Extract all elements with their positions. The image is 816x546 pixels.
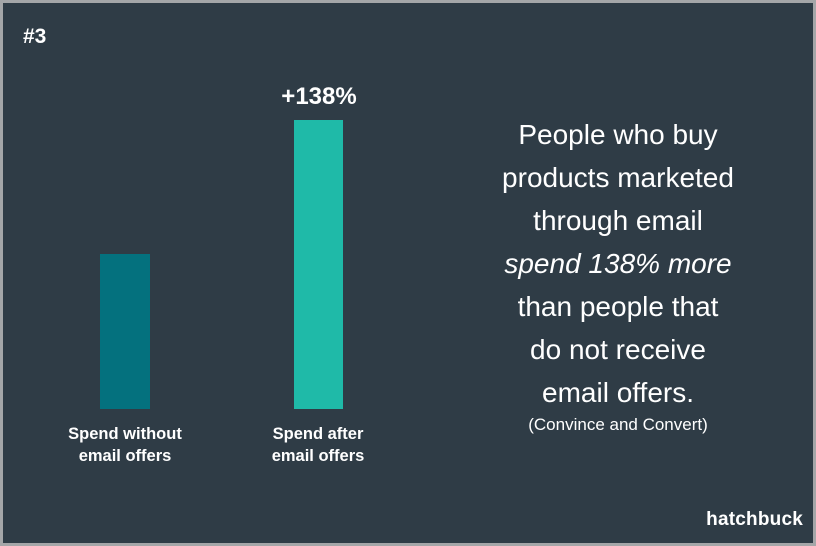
bar-label-spend-without: Spend without email offers	[25, 423, 225, 467]
bar-label-line: email offers	[78, 447, 172, 465]
slide-number-badge: #3	[23, 25, 47, 48]
bar-label-line: Spend after	[272, 425, 364, 443]
bar-label-line: email offers	[271, 447, 365, 465]
infographic-card: #3 +138% Spend without email offers Spen…	[3, 3, 813, 543]
bar-spend-without	[100, 254, 150, 409]
brand-logo: hatchbuck	[706, 509, 803, 530]
statement-line: than people that	[517, 291, 719, 322]
bar-value-label: +138%	[281, 83, 357, 110]
source-citation: (Convince and Convert)	[528, 415, 708, 434]
bar-label-spend-after: Spend after email offers	[218, 423, 418, 467]
statement-line: email offers.	[542, 377, 694, 408]
statement-line: People who buy	[518, 119, 718, 150]
statement-line: through email	[533, 205, 703, 236]
statement-emphasis-line: spend 138% more	[504, 248, 732, 279]
bar-spend-after	[294, 120, 343, 409]
statement-line: products marketed	[502, 162, 734, 193]
bar-label-line: Spend without	[68, 425, 182, 443]
statement-text: People who buy products marketed through…	[458, 113, 778, 414]
statement-line: do not receive	[530, 334, 706, 365]
